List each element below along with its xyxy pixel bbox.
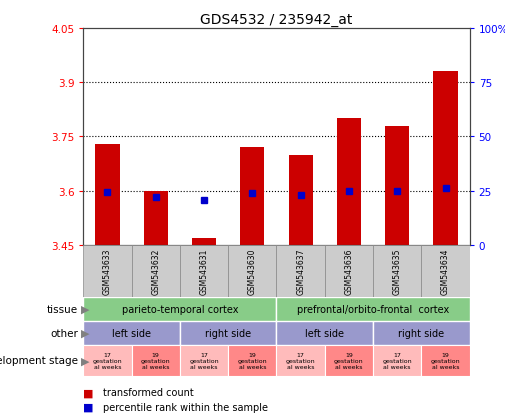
Text: GSM543637: GSM543637 [296, 248, 305, 294]
Text: 19
gestation
al weeks: 19 gestation al weeks [431, 352, 461, 369]
Text: ▶: ▶ [81, 304, 89, 314]
Text: 19
gestation
al weeks: 19 gestation al weeks [237, 352, 267, 369]
Bar [192, 238, 216, 245]
Text: GSM543633: GSM543633 [103, 248, 112, 294]
Text: GSM543631: GSM543631 [199, 248, 209, 294]
Bar [325, 245, 373, 297]
Bar [385, 126, 409, 245]
Text: development stage: development stage [0, 355, 78, 366]
Bar [95, 144, 120, 245]
Bar [337, 119, 361, 245]
Bar [228, 245, 277, 297]
Bar [277, 321, 373, 345]
Bar [433, 72, 458, 245]
Bar [373, 321, 470, 345]
Text: ▶: ▶ [81, 355, 89, 366]
Text: percentile rank within the sample: percentile rank within the sample [103, 402, 268, 412]
Text: tissue: tissue [47, 304, 78, 314]
Bar [373, 245, 421, 297]
Bar [373, 345, 421, 376]
Title: GDS4532 / 235942_at: GDS4532 / 235942_at [200, 12, 352, 26]
Text: 17
gestation
al weeks: 17 gestation al weeks [286, 352, 316, 369]
Text: 17
gestation
al weeks: 17 gestation al weeks [189, 352, 219, 369]
Bar [277, 345, 325, 376]
Bar [83, 345, 132, 376]
Text: right side: right side [205, 328, 251, 338]
Text: right side: right side [398, 328, 444, 338]
Text: 19
gestation
al weeks: 19 gestation al weeks [334, 352, 364, 369]
Bar [277, 297, 470, 321]
Bar [144, 191, 168, 245]
Text: 17
gestation
al weeks: 17 gestation al weeks [382, 352, 412, 369]
Bar [132, 345, 180, 376]
Bar [288, 155, 313, 245]
Bar [180, 345, 228, 376]
Bar [180, 245, 228, 297]
Bar [228, 345, 277, 376]
Text: ■: ■ [83, 387, 94, 397]
Text: GSM543634: GSM543634 [441, 248, 450, 294]
Text: other: other [50, 328, 78, 338]
Text: transformed count: transformed count [103, 387, 193, 397]
Bar [132, 245, 180, 297]
Text: prefrontal/orbito-frontal  cortex: prefrontal/orbito-frontal cortex [297, 304, 449, 314]
Bar [421, 245, 470, 297]
Text: left side: left side [306, 328, 344, 338]
Bar [180, 321, 277, 345]
Text: GSM543630: GSM543630 [248, 248, 257, 294]
Text: 17
gestation
al weeks: 17 gestation al weeks [92, 352, 122, 369]
Text: ▶: ▶ [81, 328, 89, 338]
Text: GSM543635: GSM543635 [393, 248, 401, 294]
Bar [83, 297, 277, 321]
Bar [421, 345, 470, 376]
Bar [240, 148, 265, 245]
Bar [325, 345, 373, 376]
Bar [277, 245, 325, 297]
Text: left side: left side [112, 328, 151, 338]
Bar [83, 245, 132, 297]
Text: parieto-temporal cortex: parieto-temporal cortex [122, 304, 238, 314]
Text: ■: ■ [83, 402, 94, 412]
Bar [83, 321, 180, 345]
Text: GSM543636: GSM543636 [344, 248, 354, 294]
Text: GSM543632: GSM543632 [152, 248, 160, 294]
Text: 19
gestation
al weeks: 19 gestation al weeks [141, 352, 171, 369]
